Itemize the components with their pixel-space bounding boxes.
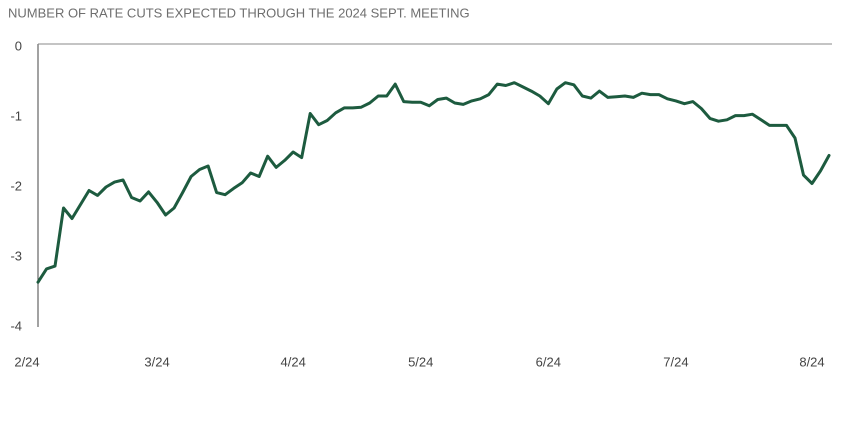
y-tick-label: 0 <box>15 38 22 53</box>
y-tick-label: -1 <box>10 108 22 123</box>
x-tick-label: 3/24 <box>144 354 169 369</box>
x-tick-label: 2/24 <box>14 354 39 369</box>
x-tick-label: 4/24 <box>281 354 306 369</box>
data-line <box>36 81 831 284</box>
x-tick-label: 5/24 <box>408 354 433 369</box>
x-tick-label: 8/24 <box>799 354 824 369</box>
x-tick-label: 7/24 <box>663 354 688 369</box>
chart-title: NUMBER OF RATE CUTS EXPECTED THROUGH THE… <box>8 5 470 20</box>
y-tick-label: -3 <box>10 248 22 263</box>
y-tick-label: -4 <box>10 318 22 333</box>
y-tick-label: -2 <box>10 178 22 193</box>
x-tick-label: 6/24 <box>536 354 561 369</box>
